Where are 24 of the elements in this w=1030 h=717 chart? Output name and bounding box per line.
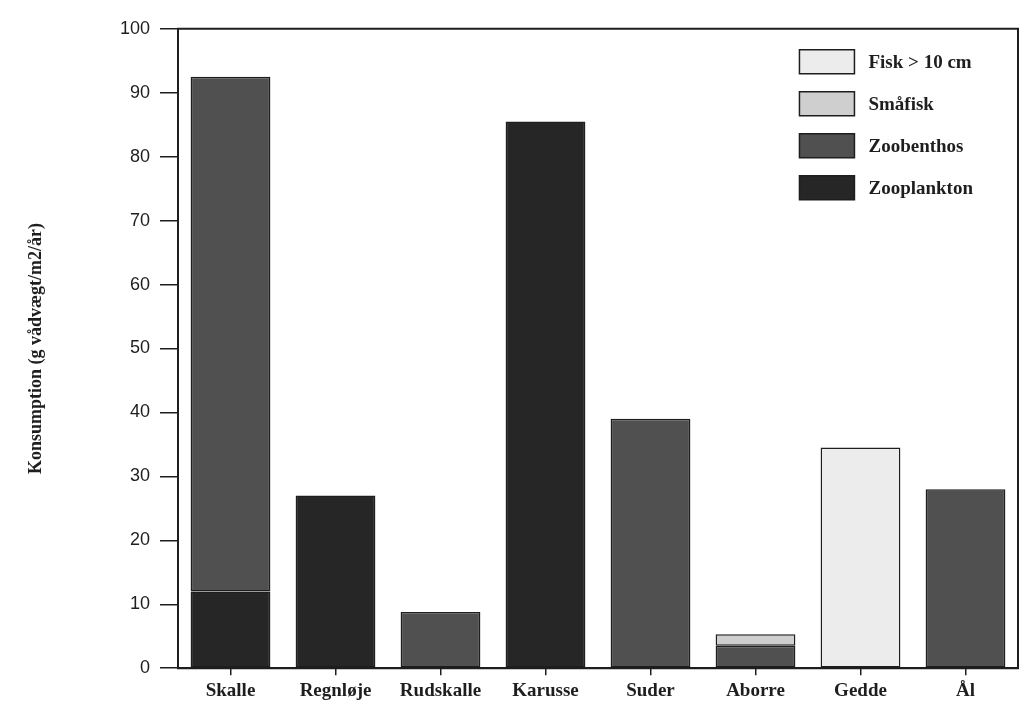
legend-label: Zooplankton bbox=[868, 176, 974, 198]
y-tick-label: 100 bbox=[119, 17, 150, 38]
x-tick-label: Aborre bbox=[726, 678, 785, 700]
y-tick-label: 70 bbox=[129, 209, 150, 230]
y-tick-label: 20 bbox=[129, 529, 150, 550]
x-tick-label: Suder bbox=[626, 678, 676, 700]
y-tick-label: 50 bbox=[129, 337, 150, 358]
legend-label: Zoobenthos bbox=[868, 134, 964, 156]
x-tick-label: Regnløje bbox=[299, 678, 372, 700]
y-tick-label: 10 bbox=[129, 593, 150, 614]
y-tick-label: 80 bbox=[129, 145, 150, 166]
y-tick-label: 30 bbox=[129, 465, 150, 486]
y-tick-label: 90 bbox=[129, 81, 150, 102]
y-tick-label: 0 bbox=[139, 657, 150, 678]
x-tick-label: Rudskalle bbox=[399, 678, 482, 700]
y-axis-title: Konsumption (g vådvægt/m2/år) bbox=[25, 222, 47, 475]
y-tick-label: 40 bbox=[129, 401, 150, 422]
y-tick-label: 60 bbox=[129, 273, 150, 294]
x-tick-label: Ål bbox=[956, 678, 975, 700]
legend-label: Fisk > 10 cm bbox=[868, 50, 972, 72]
x-tick-label: Skalle bbox=[205, 678, 256, 700]
legend-label: Småfisk bbox=[868, 92, 935, 114]
x-tick-label: Karusse bbox=[512, 678, 579, 700]
x-tick-label: Gedde bbox=[834, 678, 887, 700]
